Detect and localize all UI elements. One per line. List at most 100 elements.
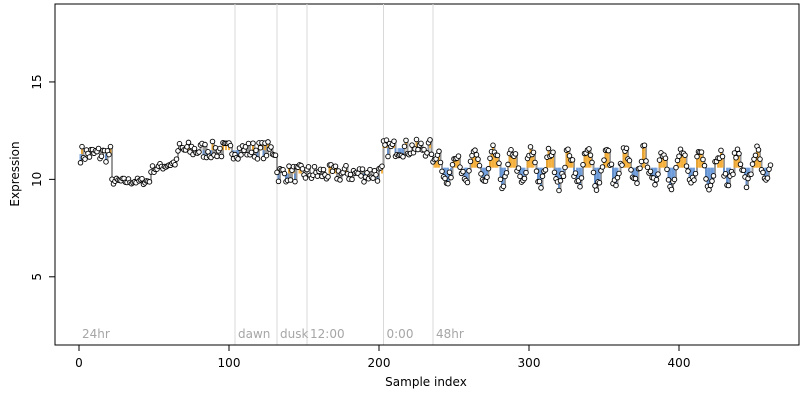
data-point (487, 155, 493, 162)
data-point (623, 145, 630, 152)
data-point (466, 168, 472, 174)
data-point (710, 173, 717, 179)
event-label: 48hr (436, 327, 464, 341)
data-point (671, 176, 678, 183)
data-point (664, 166, 670, 173)
data-point (439, 168, 445, 175)
data-point (299, 166, 306, 172)
data-point (637, 165, 643, 172)
data-point (539, 173, 546, 179)
data-point (238, 152, 244, 158)
data-point (413, 136, 420, 143)
data-point (382, 142, 388, 148)
data-point (383, 137, 390, 143)
data-point (700, 156, 706, 163)
data-point (146, 179, 153, 185)
data-point (722, 171, 729, 177)
data-point (740, 167, 747, 174)
data-point (682, 152, 688, 158)
data-point (655, 171, 661, 177)
data-point (305, 164, 312, 170)
data-point (218, 153, 225, 160)
data-point (214, 153, 220, 160)
y-tick-label: 5 (30, 273, 44, 281)
data-point (692, 170, 699, 177)
data-point (250, 140, 256, 146)
data-point (550, 149, 556, 155)
data-point (523, 169, 529, 176)
data-point (449, 161, 456, 168)
data-point (302, 175, 309, 181)
data-point (263, 152, 270, 159)
data-point (476, 162, 483, 169)
data-point (379, 163, 385, 169)
data-point (98, 153, 105, 159)
data-point (281, 170, 288, 177)
data-point (485, 165, 492, 172)
data-point (703, 176, 709, 182)
data-point (599, 164, 606, 170)
data-point (173, 156, 180, 162)
data-point (349, 176, 355, 183)
data-point (95, 145, 102, 152)
data-point (385, 153, 391, 160)
data-point (508, 147, 514, 153)
data-point (545, 145, 552, 152)
data-point (536, 178, 543, 185)
data-point (676, 153, 682, 159)
event-labels: 24hr dawn dusk 12:00 0:00 48hr (82, 327, 464, 341)
data-point (641, 142, 648, 148)
data-point (403, 137, 409, 144)
data-point (532, 159, 538, 166)
data-point (644, 164, 651, 171)
data-point (605, 147, 612, 154)
data-point (437, 159, 444, 166)
data-point (367, 166, 373, 173)
data-point (643, 158, 649, 164)
data-point (287, 177, 294, 183)
data-point (254, 156, 261, 162)
data-point (149, 163, 156, 169)
data-point (718, 147, 724, 154)
data-point (626, 157, 633, 164)
data-point (473, 152, 480, 158)
data-point (374, 178, 381, 184)
data-point (562, 164, 568, 171)
x-tick-label: 300 (518, 356, 541, 370)
data-point (467, 158, 474, 165)
data-point (730, 171, 736, 178)
data-point (593, 187, 600, 193)
data-point (332, 163, 339, 169)
data-point (764, 175, 771, 181)
data-point (337, 177, 343, 183)
data-point (418, 140, 424, 147)
data-point (691, 177, 697, 183)
data-point (538, 185, 544, 191)
data-point (209, 138, 216, 145)
data-point (361, 179, 367, 185)
data-point (530, 149, 537, 156)
data-point (521, 175, 528, 182)
data-point (427, 137, 433, 143)
data-point (496, 160, 502, 167)
data-point (257, 144, 264, 151)
data-point (580, 161, 586, 168)
data-point (512, 151, 519, 157)
data-point (185, 139, 192, 146)
data-point (457, 164, 463, 170)
data-point (227, 142, 234, 149)
event-label: 0:00 (387, 327, 414, 341)
data-point (268, 144, 274, 150)
data-point (448, 174, 454, 181)
data-point (632, 175, 639, 182)
data-point (391, 138, 397, 144)
x-axis: 0 100 200 300 400 (75, 344, 690, 370)
data-point (590, 169, 597, 176)
data-point (245, 140, 252, 147)
data-point (472, 147, 478, 153)
data-point (613, 182, 619, 189)
data-point (274, 169, 280, 176)
data-point (653, 177, 660, 183)
data-point (503, 170, 510, 176)
data-point (748, 171, 754, 178)
